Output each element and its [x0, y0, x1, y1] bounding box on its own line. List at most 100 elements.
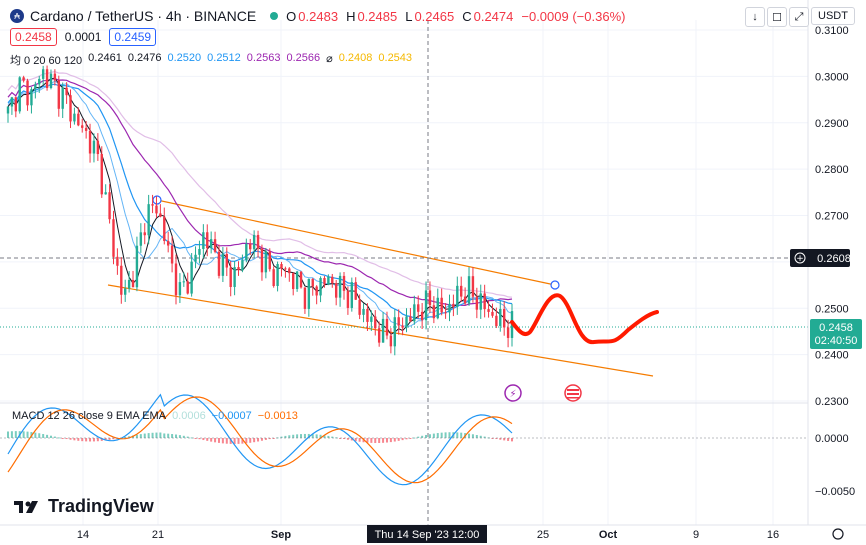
candle-body — [96, 140, 100, 155]
macd-histogram-bar — [190, 437, 193, 439]
candle-body — [260, 248, 264, 273]
macd-histogram-bar — [112, 438, 115, 440]
macd-histogram-bar — [221, 438, 224, 444]
candle-body — [241, 260, 244, 271]
candle-body — [18, 77, 21, 112]
crosshair-date-badge — [367, 525, 487, 543]
macd-histogram-bar — [346, 438, 349, 440]
candle-body — [135, 245, 139, 288]
candle-body — [61, 87, 64, 109]
macd-histogram-bar — [264, 438, 267, 440]
expand-icon[interactable]: ⤢ — [789, 7, 809, 27]
candle-body — [424, 290, 428, 321]
candle-body — [151, 204, 154, 206]
last-price-badge — [810, 319, 862, 349]
candle-body — [389, 335, 393, 347]
candle-body — [229, 267, 232, 287]
candle-body — [292, 273, 295, 290]
macd-histogram-bar — [499, 438, 502, 440]
macd-histogram-bar — [53, 436, 56, 438]
macd-histogram-bar — [229, 438, 232, 444]
macd-histogram-bar — [96, 438, 99, 442]
candle-body — [249, 243, 252, 250]
svg-text:+: + — [796, 254, 804, 264]
x-tick-label: Oct — [599, 529, 618, 541]
macd-histogram-bar — [143, 433, 146, 438]
macd-histogram-bar — [378, 438, 381, 443]
macd-histogram-bar — [225, 438, 228, 444]
candle-body — [370, 316, 373, 322]
macd-signal-value: −0.0013 — [257, 410, 298, 422]
candle-body — [186, 281, 189, 294]
macd-histogram-bar — [491, 438, 494, 439]
candle-body — [444, 312, 447, 314]
candle-body — [475, 296, 479, 310]
change-value: −0.0009 (−0.36%) — [521, 8, 626, 24]
svg-text:⚡: ⚡ — [509, 389, 516, 400]
sell-price-button[interactable]: 0.2458 — [10, 28, 57, 46]
open-value: 0.2483 — [298, 8, 339, 24]
candle-body — [166, 240, 170, 246]
candle-body — [174, 263, 178, 296]
candle-body — [163, 216, 166, 241]
candle-body — [41, 69, 45, 79]
arrow-down-icon[interactable]: ↓ — [745, 7, 765, 27]
candle-body — [245, 243, 248, 261]
macd-histogram-bar — [210, 438, 213, 442]
macd-histogram-bar — [425, 434, 428, 438]
currency-selector[interactable]: USDT — [811, 7, 855, 25]
candle-body — [233, 267, 236, 287]
candle-body — [225, 254, 228, 268]
candle-body — [417, 304, 420, 312]
high-value: 0.2485 — [357, 8, 398, 24]
candle-body — [155, 205, 158, 214]
close-value: 0.2474 — [473, 8, 514, 24]
macd-histogram-bar — [432, 433, 435, 438]
candle-body — [405, 316, 408, 328]
candle-body — [190, 261, 193, 294]
candle-body — [116, 256, 119, 266]
channel-lower-line — [107, 284, 654, 377]
candle-body — [100, 154, 103, 195]
candle-body — [88, 130, 92, 154]
candle-body — [280, 264, 283, 269]
candle-body — [268, 251, 271, 270]
ma-legend[interactable]: 均 0 20 60 120 0.2461 0.2476 0.2520 0.251… — [10, 52, 413, 67]
macd-histogram-bar — [417, 436, 420, 438]
macd-histogram-bar — [194, 438, 197, 439]
square-icon[interactable]: ☐ — [767, 7, 787, 27]
macd-histogram-bar — [135, 434, 138, 438]
candle-body — [45, 69, 49, 89]
macd-histogram-bar — [26, 431, 29, 438]
macd-histogram-bar — [339, 438, 342, 439]
candle-body — [84, 127, 88, 131]
macd-legend[interactable]: MACD 12 26 close 9 EMA EMA 0.0006 −0.000… — [12, 410, 298, 422]
candle-body — [108, 192, 111, 220]
symbol-header: ₳ Cardano / TetherUS · 4h · BINANCE O 0.2… — [10, 6, 633, 26]
macd-histogram-bar — [46, 434, 49, 438]
candle-body — [413, 304, 416, 322]
candle-body — [284, 268, 287, 270]
gear-icon — [832, 528, 844, 540]
macd-histogram-bar — [155, 432, 158, 438]
candle-body — [30, 89, 33, 106]
macd-histogram-bar — [397, 438, 400, 441]
candle-body — [288, 268, 291, 274]
candle-body — [409, 316, 412, 322]
ma-label: 均 0 20 60 120 — [10, 55, 83, 67]
candle-body — [276, 264, 279, 286]
macd-histogram-bar — [49, 435, 52, 438]
buy-price-button[interactable]: 0.2459 — [109, 28, 157, 46]
candle-body — [393, 317, 396, 347]
candle-body — [143, 232, 146, 236]
symbol-title[interactable]: Cardano / TetherUS · 4h · BINANCE — [30, 8, 257, 24]
candle-body — [209, 239, 213, 249]
candle-body — [338, 275, 342, 298]
candle-body — [420, 311, 424, 321]
candle-body — [77, 113, 80, 126]
candle-body — [139, 232, 143, 246]
cardano-logo-icon: ₳ — [10, 9, 24, 23]
candle-body — [491, 311, 494, 316]
candle-body — [34, 84, 37, 90]
